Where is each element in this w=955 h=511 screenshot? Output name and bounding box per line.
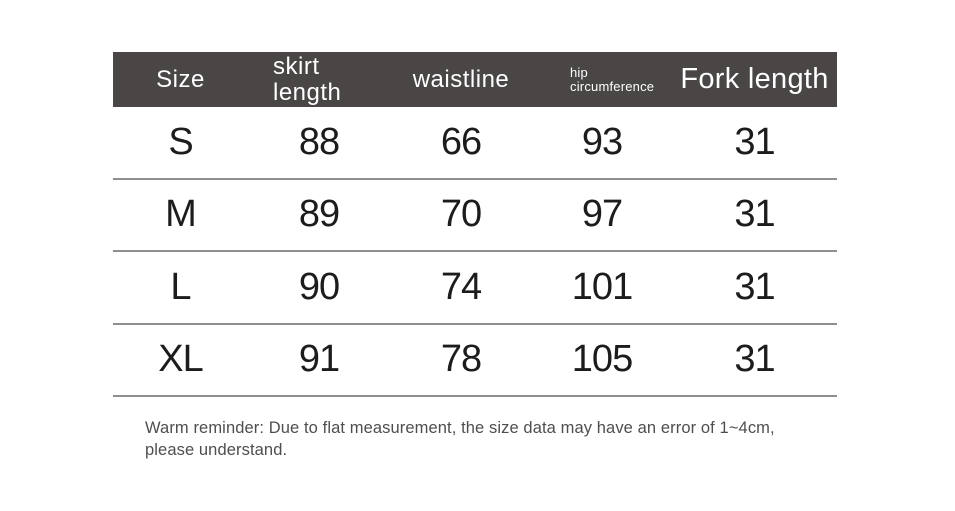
cell-fork-length: 31: [734, 265, 775, 308]
table-row-xl: XL 91 78 105 31: [113, 325, 837, 397]
header-label-fork-length: Fork length: [680, 63, 829, 95]
cell-fork-length: 31: [734, 338, 775, 381]
table-row-l: L 90 74 101 31: [113, 252, 837, 325]
cell-waistline: 70: [440, 193, 482, 236]
cell-hip-circumference: 101: [571, 265, 633, 308]
header-label-hip-circumference: hip circumference: [570, 64, 655, 94]
cell-hip-circumference: 93: [581, 120, 623, 163]
cell-waistline: 78: [440, 338, 482, 381]
cell-waistline: 74: [440, 265, 482, 308]
header-cell-skirt-length: skirt length: [248, 52, 390, 107]
size-table: Size skirt length waistline hip circumfe…: [113, 52, 837, 397]
size-table-header-row: Size skirt length waistline hip circumfe…: [113, 52, 837, 107]
table-row-m: M 89 70 97 31: [113, 180, 837, 252]
cell-hip-circumference: 105: [571, 338, 633, 381]
cell-size: M: [165, 193, 197, 236]
header-label-waistline: waistline: [412, 65, 510, 93]
cell-fork-length: 31: [734, 193, 775, 236]
cell-skirt-length: 89: [298, 193, 340, 236]
header-label-skirt-length: skirt length: [273, 52, 342, 106]
cell-skirt-length: 88: [298, 120, 340, 163]
header-cell-waistline: waistline: [390, 52, 532, 107]
cell-waistline: 66: [440, 120, 482, 163]
reminder-note: Warm reminder: Due to flat measurement, …: [145, 419, 775, 459]
cell-size: S: [168, 120, 193, 163]
cell-size: L: [170, 265, 191, 308]
cell-skirt-length: 90: [298, 265, 340, 308]
cell-hip-circumference: 97: [581, 193, 623, 236]
cell-skirt-length: 91: [298, 338, 340, 381]
cell-fork-length: 31: [734, 120, 775, 163]
cell-size: XL: [158, 338, 203, 381]
table-row-s: S 88 66 93 31: [113, 107, 837, 180]
header-label-size: Size: [156, 65, 205, 93]
header-cell-hip-circumference: hip circumference: [532, 52, 672, 107]
header-cell-size: Size: [113, 52, 248, 107]
header-cell-fork-length: Fork length: [672, 52, 837, 107]
